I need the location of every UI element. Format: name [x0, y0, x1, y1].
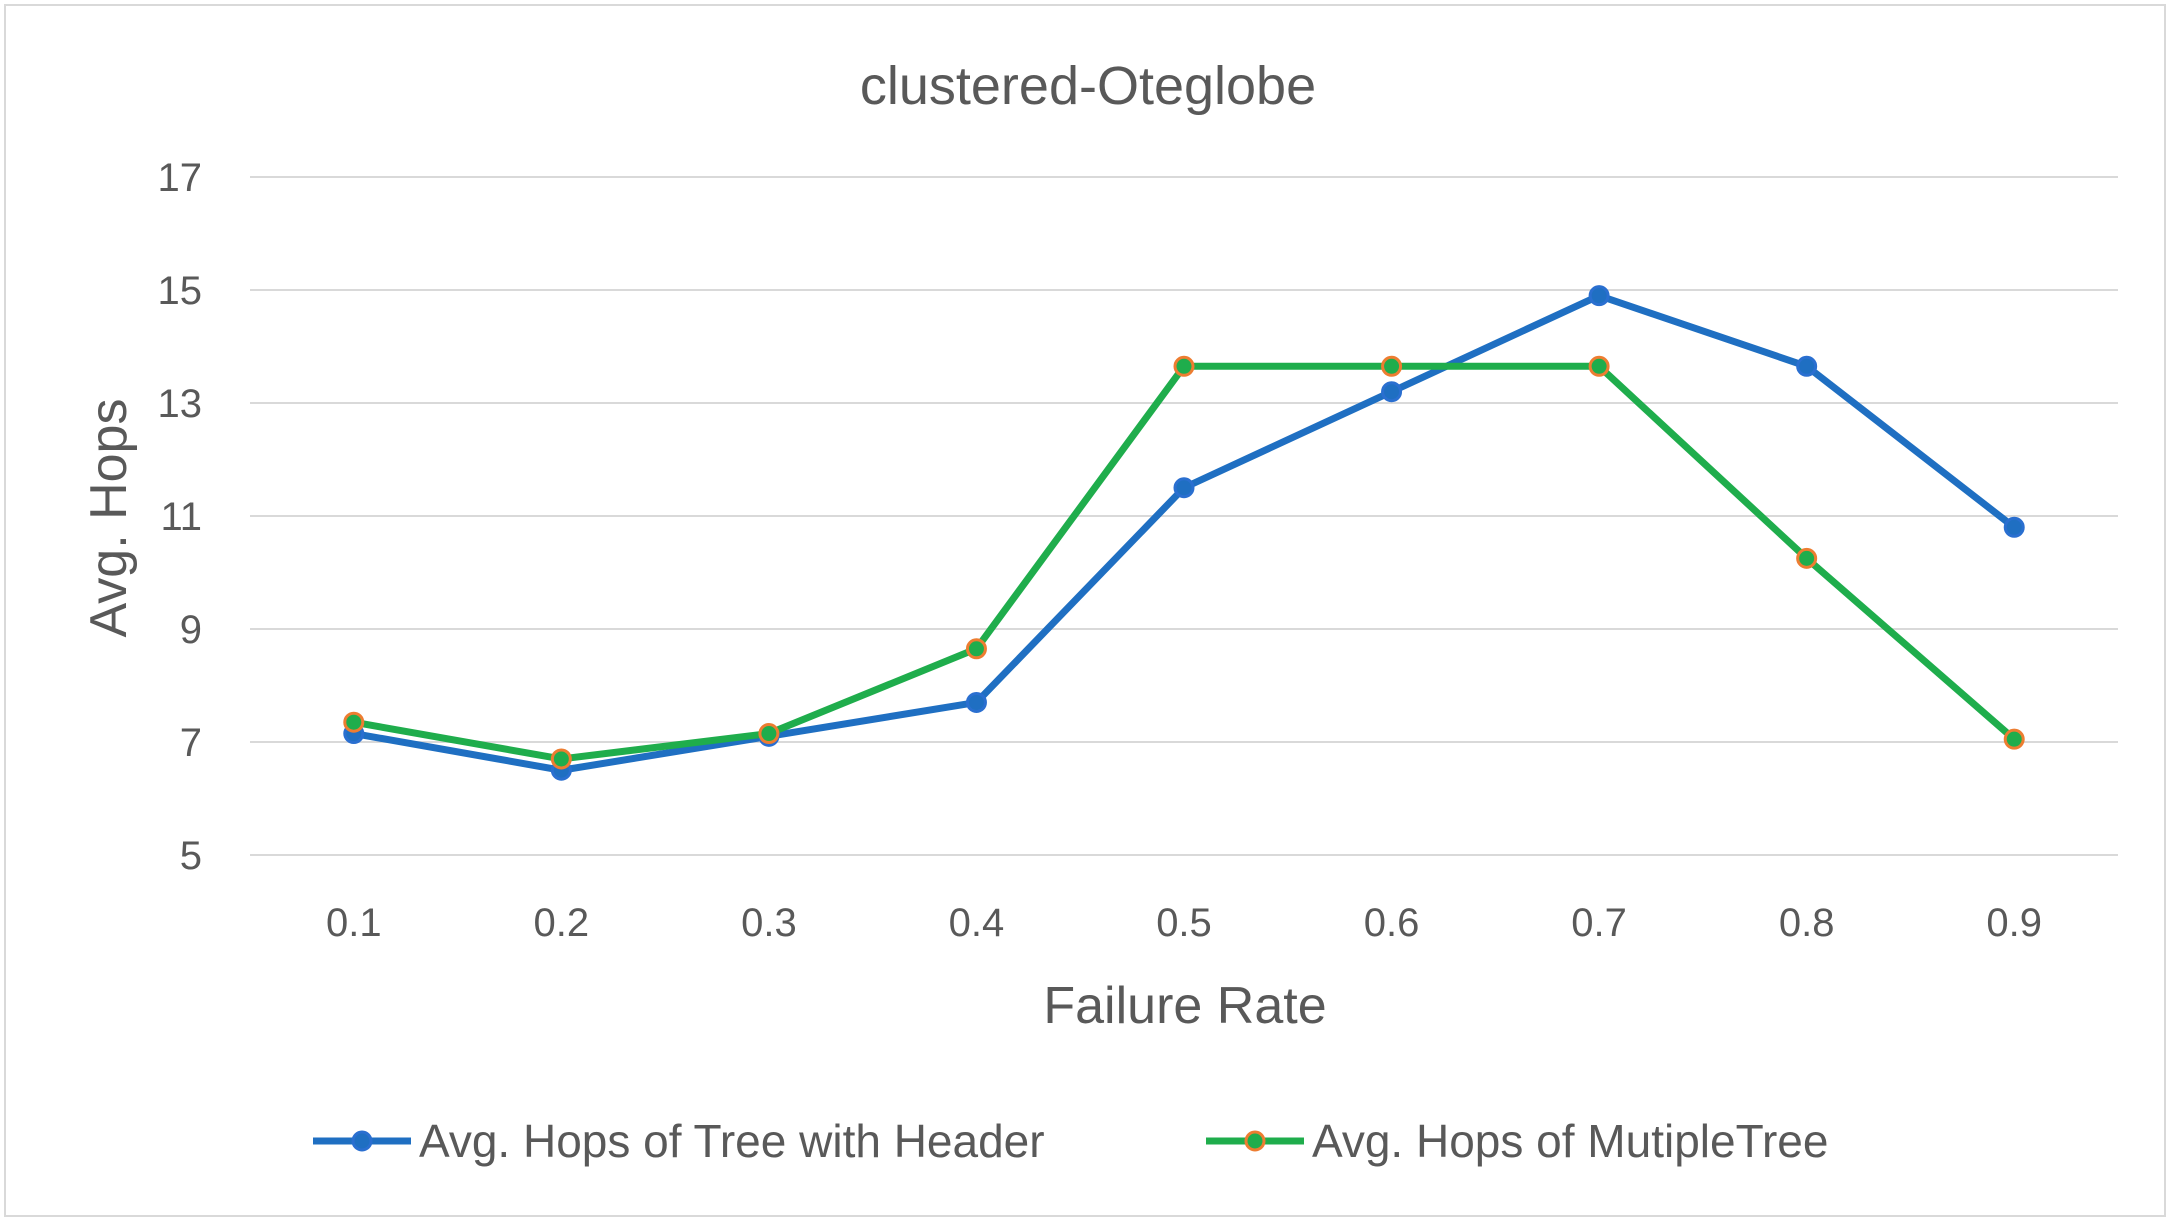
data-point	[1173, 355, 1195, 377]
data-point	[2003, 728, 2025, 750]
y-tick-label: 13	[158, 382, 203, 426]
line-chart: clustered-Oteglobe 5 7 9 11 13 15 17 0.1 0.2 0.3…	[80, 56, 2118, 1167]
data-point	[965, 638, 987, 660]
legend-item: Avg. Hops of MutipleTree	[1206, 1115, 1828, 1167]
series-1	[343, 285, 2025, 781]
x-tick-label: 0.8	[1779, 901, 1835, 945]
data-point	[2003, 516, 2025, 538]
data-point	[1173, 477, 1195, 499]
x-tick-label: 0.5	[1156, 901, 1212, 945]
x-tick-label: 0.6	[1364, 901, 1420, 945]
legend-marker	[1244, 1130, 1266, 1152]
y-tick-label: 7	[180, 721, 202, 765]
x-tick-label: 0.1	[326, 901, 382, 945]
data-point	[758, 723, 780, 745]
x-axis-ticks: 0.1 0.2 0.3 0.4 0.5 0.6 0.7 0.8 0.9	[326, 901, 2042, 945]
data-point	[1381, 355, 1403, 377]
legend: Avg. Hops of Tree with Header Avg. Hops o…	[313, 1115, 1828, 1167]
legend-label: Avg. Hops of MutipleTree	[1312, 1115, 1828, 1167]
data-point	[1796, 355, 1818, 377]
y-axis-ticks: 5 7 9 11 13 15 17	[158, 156, 203, 878]
x-tick-label: 0.4	[949, 901, 1005, 945]
data-point	[965, 691, 987, 713]
series-line	[350, 362, 2018, 763]
x-tick-label: 0.7	[1571, 901, 1627, 945]
legend-marker	[351, 1130, 373, 1152]
legend-item: Avg. Hops of Tree with Header	[313, 1115, 1045, 1167]
y-tick-label: 5	[180, 834, 202, 878]
gridlines	[250, 176, 2118, 856]
data-point	[1588, 285, 1610, 307]
legend-label: Avg. Hops of Tree with Header	[419, 1115, 1045, 1167]
data-point	[343, 711, 365, 733]
x-axis-title: Failure Rate	[1043, 977, 1326, 1035]
series-2	[343, 355, 2025, 770]
x-tick-label: 0.3	[741, 901, 797, 945]
data-point	[1381, 381, 1403, 403]
y-tick-label: 15	[158, 269, 203, 313]
series-layer	[343, 285, 2025, 781]
y-tick-label: 17	[158, 156, 203, 200]
data-point	[550, 748, 572, 770]
y-tick-label: 11	[160, 495, 202, 539]
y-tick-label: 9	[180, 608, 202, 652]
data-point	[1588, 355, 1610, 377]
chart-title: clustered-Oteglobe	[860, 56, 1316, 116]
chart-frame: clustered-Oteglobe 5 7 9 11 13 15 17 0.1 0.2 0.3…	[4, 4, 2166, 1217]
data-point	[1796, 547, 1818, 569]
x-tick-label: 0.2	[534, 901, 590, 945]
y-axis-title: Avg. Hops	[80, 399, 138, 638]
x-tick-label: 0.9	[1986, 901, 2042, 945]
